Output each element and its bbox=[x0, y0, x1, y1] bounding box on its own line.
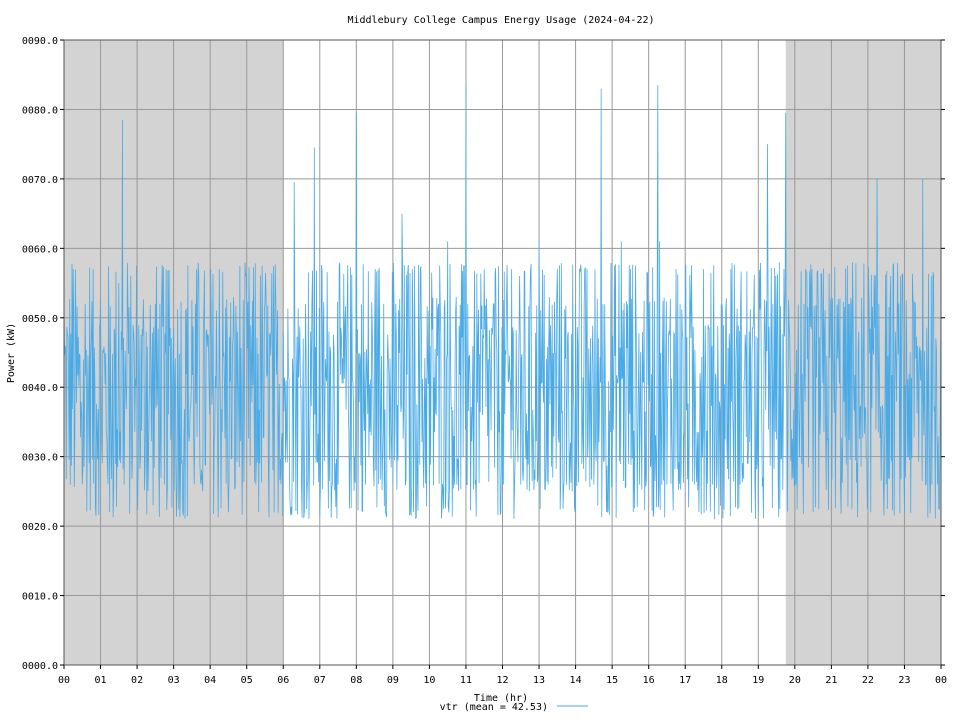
x-tick-label-23: 23 bbox=[898, 675, 910, 686]
chart-title: Middlebury College Campus Energy Usage (… bbox=[347, 15, 654, 26]
x-tick-label-9: 09 bbox=[387, 675, 399, 686]
legend-label: vtr (mean = 42.53) bbox=[440, 702, 548, 713]
y-tick-label-4: 0040.0 bbox=[22, 383, 58, 394]
legend: vtr (mean = 42.53) bbox=[440, 702, 588, 713]
x-tick-label-11: 11 bbox=[460, 675, 472, 686]
x-tick-label-4: 04 bbox=[204, 675, 216, 686]
y-tick-label-9: 0090.0 bbox=[22, 36, 58, 47]
y-tick-label-0: 0000.0 bbox=[22, 661, 58, 672]
x-tick-label-0: 00 bbox=[58, 675, 70, 686]
y-axis-title: Power (kW) bbox=[6, 323, 17, 383]
x-tick-label-19: 19 bbox=[752, 675, 764, 686]
x-tick-labels: 00 01 02 03 04 05 06 07 08 09 10 11 12 13 14 15 16 17 18 19… bbox=[58, 675, 947, 686]
axis-ticks bbox=[60, 39, 945, 669]
y-tick-label-2: 0020.0 bbox=[22, 522, 58, 533]
x-tick-label-22: 22 bbox=[862, 675, 874, 686]
grid-lines bbox=[64, 40, 941, 665]
y-tick-label-8: 0080.0 bbox=[22, 105, 58, 116]
x-tick-label-1: 01 bbox=[95, 675, 107, 686]
x-tick-label-21: 21 bbox=[825, 675, 837, 686]
x-tick-label-24: 00 bbox=[935, 675, 947, 686]
x-tick-label-12: 12 bbox=[496, 675, 508, 686]
x-tick-label-16: 16 bbox=[643, 675, 655, 686]
series-layer bbox=[63, 85, 942, 520]
x-tick-label-5: 05 bbox=[241, 675, 253, 686]
x-tick-label-7: 07 bbox=[314, 675, 326, 686]
y-tick-labels: 0000.0 0010.0 0020.0 0030.0 0040.0 0050.0 0060… bbox=[22, 36, 58, 672]
x-tick-label-3: 03 bbox=[168, 675, 180, 686]
y-tick-label-7: 0070.0 bbox=[22, 175, 58, 186]
x-tick-label-8: 08 bbox=[350, 675, 362, 686]
y-tick-label-3: 0030.0 bbox=[22, 453, 58, 464]
x-tick-label-14: 14 bbox=[570, 675, 582, 686]
x-tick-label-13: 13 bbox=[533, 675, 545, 686]
x-tick-label-18: 18 bbox=[716, 675, 728, 686]
x-tick-label-10: 10 bbox=[423, 675, 435, 686]
x-tick-label-17: 17 bbox=[679, 675, 691, 686]
y-tick-label-1: 0010.0 bbox=[22, 592, 58, 603]
x-tick-label-2: 02 bbox=[131, 675, 143, 686]
x-axis-title: Time (hr) bbox=[474, 693, 528, 704]
x-tick-label-15: 15 bbox=[606, 675, 618, 686]
x-tick-label-20: 20 bbox=[789, 675, 801, 686]
y-tick-label-5: 0050.0 bbox=[22, 314, 58, 325]
x-tick-label-6: 06 bbox=[277, 675, 289, 686]
series-line-vtr bbox=[63, 85, 942, 520]
y-tick-label-6: 0060.0 bbox=[22, 244, 58, 255]
